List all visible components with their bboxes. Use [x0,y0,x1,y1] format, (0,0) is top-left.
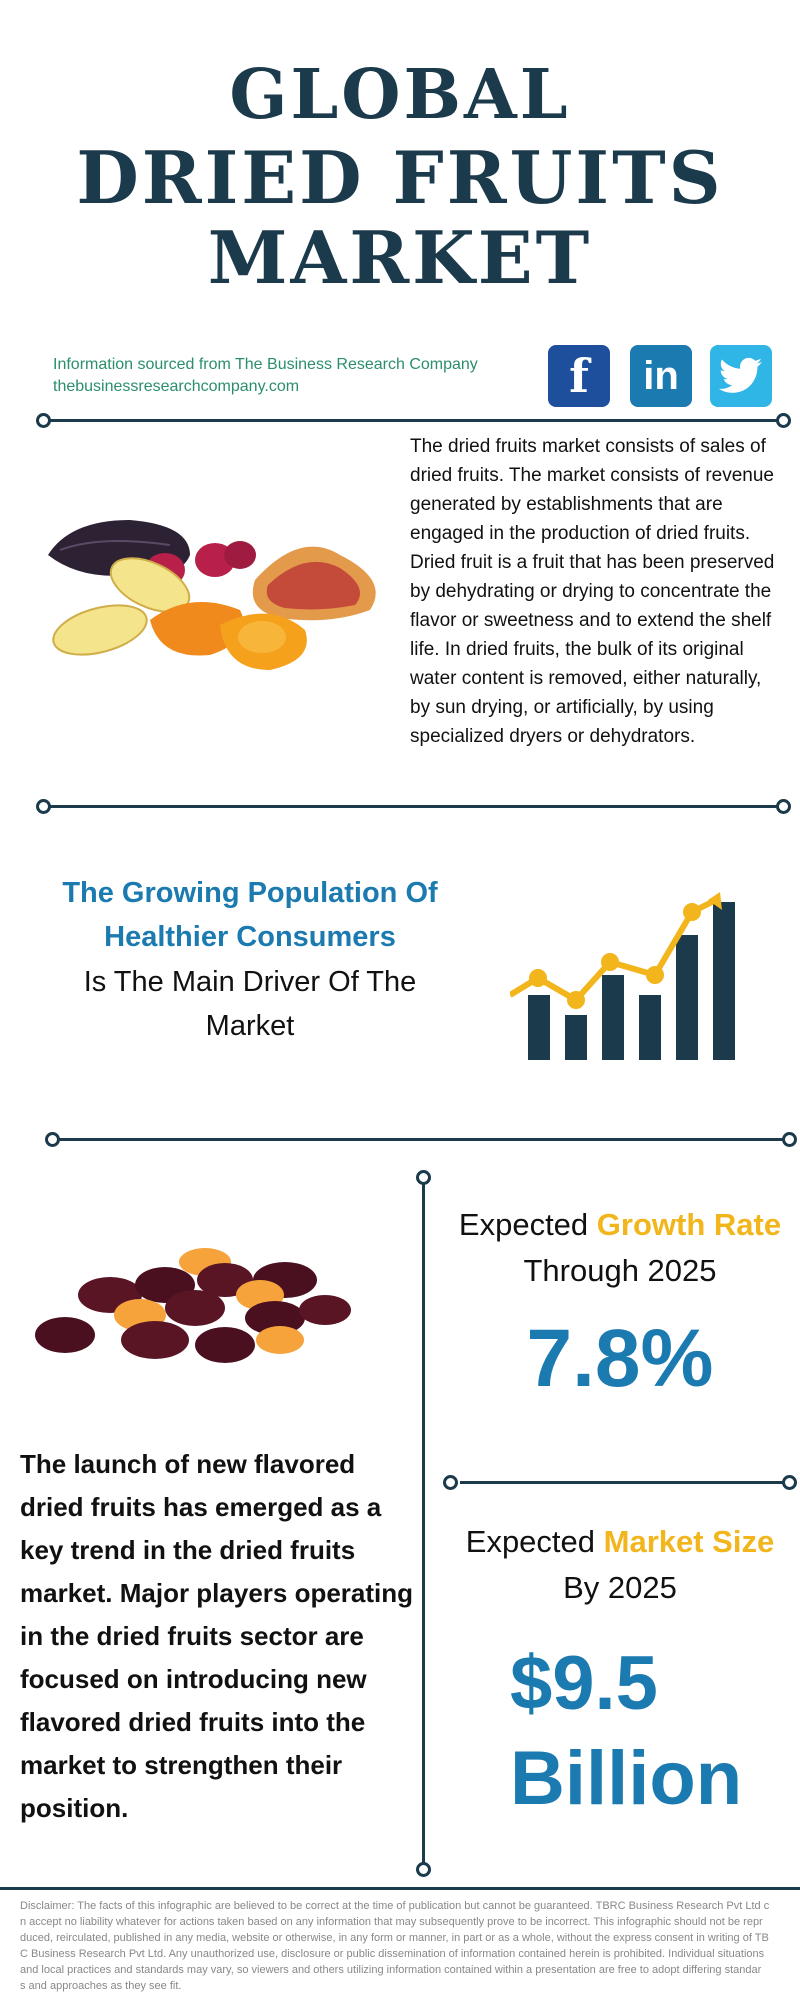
divider-1-node-right [776,413,791,428]
driver-line-3: Is The Main Driver Of The [83,966,417,998]
driver-highlight-line-2: Healthier Consumers [104,921,396,953]
divider-2-node-left [36,799,51,814]
growth-period: Through 2025 [523,1253,717,1288]
disclaimer-line: n accept no liability whatever for actio… [20,1916,763,1928]
divider-4 [460,1481,790,1484]
growth-prefix: Expected [458,1207,597,1242]
twitter-bird-icon [719,357,762,393]
market-description: The dried fruits market consists of sale… [410,436,775,747]
source-text: Information sourced from The Business Re… [53,356,478,373]
key-trend-text: The launch of new flavored dried fruits … [20,1449,414,1823]
title-line-2: DRIED FRUITS [76,135,724,220]
disclaimer: Disclaimer: The facts of this infographi… [20,1898,800,1994]
divider-2-node-right [776,799,791,814]
growth-rate-heading: Expected Growth Rate [440,1207,800,1243]
facebook-glyph: f [569,349,589,403]
title-line-1: GLOBAL [229,55,571,135]
market-size-value-line-2: Billion [510,1736,743,1821]
disclaimer-line: Disclaimer: The facts of this infographi… [20,1900,770,1912]
market-size-prefix: Expected [465,1524,604,1559]
disclaimer-line: s and approaches as they see fit. [20,1980,182,1992]
disclaimer-line: C Business Research Pvt Ltd. Any unautho… [20,1948,765,1960]
divider-4-node-left [443,1475,458,1490]
linkedin-glyph: in [643,353,679,398]
divider-3 [53,1138,793,1141]
title-line-3: MARKET [207,215,593,300]
divider-1 [44,419,784,422]
divider-3-node-left [45,1132,60,1147]
market-size-period: By 2025 [563,1570,677,1605]
market-size-heading: Expected Market Size [440,1524,800,1560]
footer-divider [0,1887,800,1890]
source-url[interactable]: thebusinessresearchcompany.com [53,378,300,395]
twitter-icon[interactable] [710,345,772,407]
driver-highlight-line-1: The Growing Population Of [62,877,438,909]
vertical-node-bottom [416,1862,431,1877]
divider-2 [44,805,784,808]
divider-1-node-left [36,413,51,428]
dried-fruits-illustration [48,520,376,670]
growth-accent: Growth Rate [596,1207,782,1242]
disclaimer-line: duced, reirculated, published in any med… [20,1932,769,1944]
growth-rate-value: 7.8% [526,1313,714,1404]
raisins-illustration [35,1248,351,1363]
divider-3-node-right [782,1132,797,1147]
growth-chart-icon [510,892,735,1060]
facebook-icon[interactable]: f [548,345,610,407]
market-size-accent: Market Size [603,1524,775,1559]
market-size-value-line-1: $9.5 [510,1641,658,1726]
linkedin-icon[interactable]: in [630,345,692,407]
vertical-divider [422,1180,425,1870]
disclaimer-line: and local practices and standards may va… [20,1964,762,1976]
driver-line-4: Market [205,1010,295,1042]
divider-4-node-right [782,1475,797,1490]
vertical-node-top [416,1170,431,1185]
